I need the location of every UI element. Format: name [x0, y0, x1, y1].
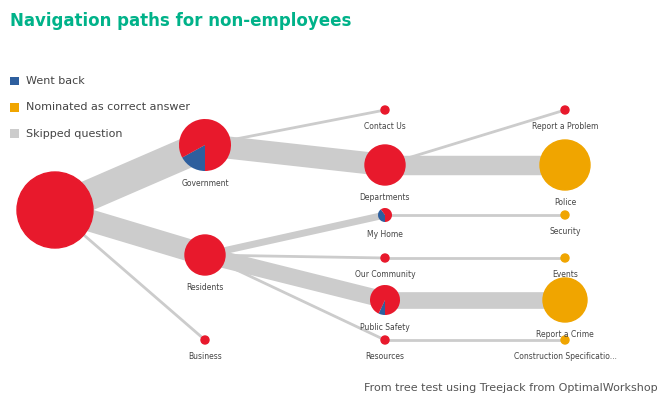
Text: Resources: Resources: [366, 352, 405, 361]
Text: Business: Business: [188, 352, 222, 361]
Text: From tree test using Treejack from OptimalWorkshop: From tree test using Treejack from Optim…: [364, 383, 658, 393]
Circle shape: [561, 254, 569, 262]
Circle shape: [543, 278, 587, 322]
Circle shape: [365, 145, 405, 185]
Text: Skipped question: Skipped question: [25, 129, 122, 139]
Wedge shape: [378, 209, 385, 222]
Wedge shape: [183, 145, 205, 171]
Text: Residents: Residents: [187, 283, 223, 292]
Text: Our Community: Our Community: [355, 270, 415, 279]
Text: Public Safety: Public Safety: [360, 323, 410, 332]
Wedge shape: [378, 300, 385, 315]
Text: Report a Crime: Report a Crime: [536, 330, 594, 339]
Circle shape: [561, 106, 569, 114]
Circle shape: [561, 211, 569, 219]
Text: Nominated as correct answer: Nominated as correct answer: [25, 102, 190, 112]
Text: Report a Problem: Report a Problem: [532, 122, 598, 131]
Circle shape: [540, 140, 590, 190]
Wedge shape: [179, 119, 231, 171]
Text: Departments: Departments: [360, 193, 410, 202]
Text: Government: Government: [181, 179, 229, 188]
Text: Events: Events: [552, 270, 578, 279]
Circle shape: [201, 336, 209, 344]
Circle shape: [17, 172, 93, 248]
Circle shape: [381, 106, 389, 114]
Circle shape: [381, 336, 389, 344]
Text: Contact Us: Contact Us: [364, 122, 406, 131]
Text: My Home: My Home: [367, 230, 403, 239]
Wedge shape: [370, 285, 400, 315]
Text: Navigation paths for non-employees: Navigation paths for non-employees: [10, 12, 352, 30]
Circle shape: [185, 235, 225, 275]
Wedge shape: [381, 208, 392, 222]
Text: Police: Police: [554, 198, 576, 207]
Circle shape: [381, 254, 389, 262]
Text: Went back: Went back: [25, 76, 85, 86]
Text: Construction Specificatio...: Construction Specificatio...: [513, 352, 617, 361]
Circle shape: [561, 336, 569, 344]
Text: Security: Security: [550, 227, 580, 236]
